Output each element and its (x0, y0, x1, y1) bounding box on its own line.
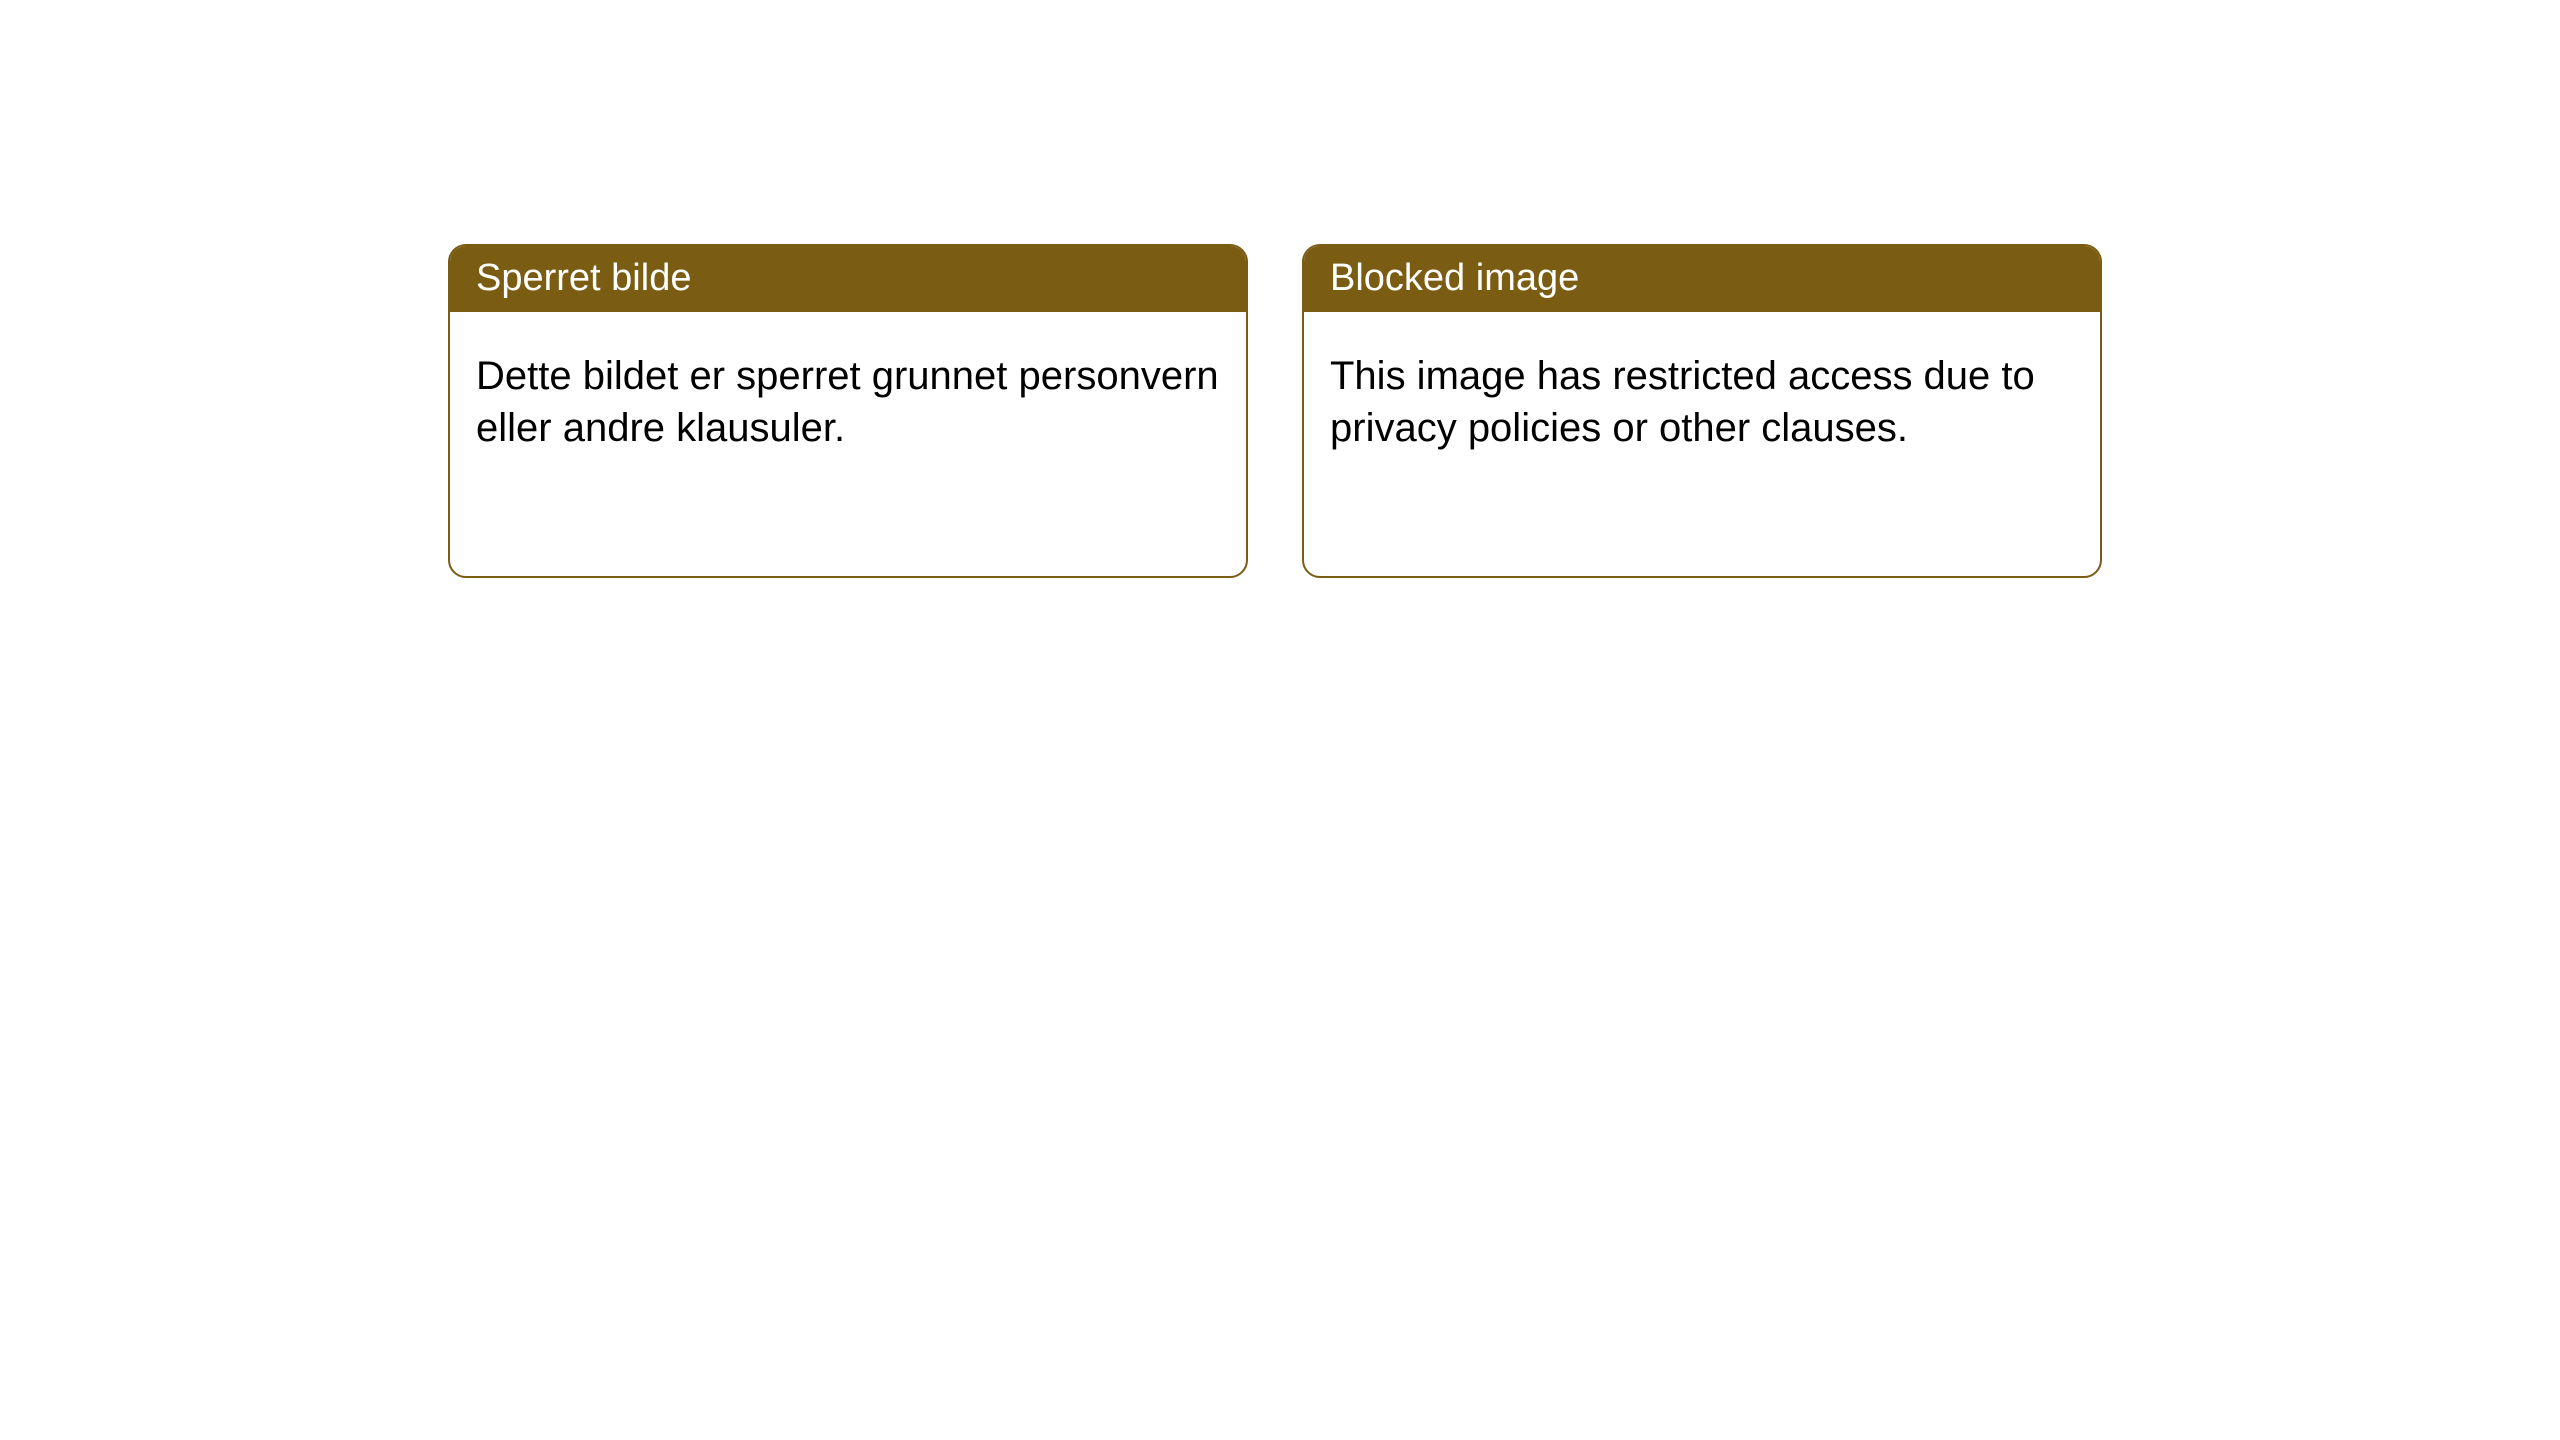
notice-card-en: Blocked image This image has restricted … (1302, 244, 2102, 578)
notice-header-en: Blocked image (1304, 246, 2100, 312)
notice-body-en: This image has restricted access due to … (1304, 312, 2100, 480)
notice-header-no: Sperret bilde (450, 246, 1246, 312)
notice-container: Sperret bilde Dette bildet er sperret gr… (448, 244, 2102, 578)
notice-body-no: Dette bildet er sperret grunnet personve… (450, 312, 1246, 480)
notice-card-no: Sperret bilde Dette bildet er sperret gr… (448, 244, 1248, 578)
